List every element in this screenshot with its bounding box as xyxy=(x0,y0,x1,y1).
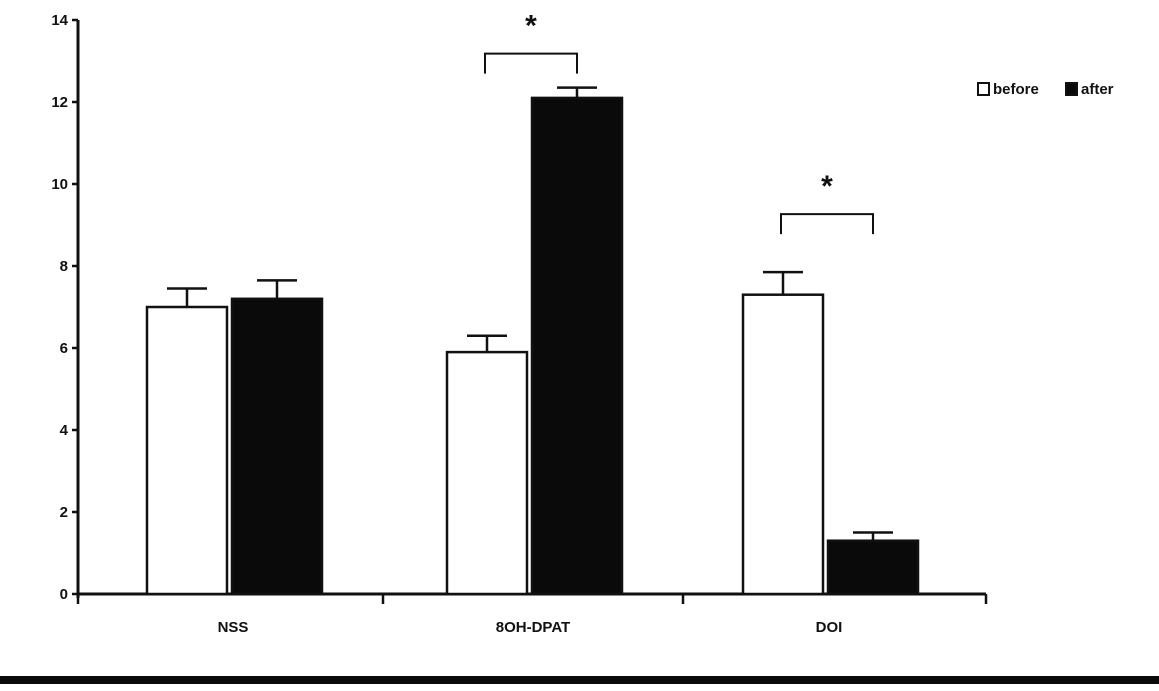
bar-before xyxy=(145,305,229,596)
y-tick-label: 8 xyxy=(60,258,68,275)
bottom-rule xyxy=(0,676,1159,684)
significance-markers: ** xyxy=(484,10,874,235)
category-label: DOI xyxy=(816,619,843,636)
legend-swatch-after xyxy=(1065,82,1078,96)
y-tick-label: 4 xyxy=(60,422,69,439)
x-axis: NSS 8OH-DPAT DOI xyxy=(76,592,988,636)
bars xyxy=(145,96,920,596)
significance-bracket xyxy=(484,52,578,74)
bar-after xyxy=(230,297,324,596)
y-tick-label: 10 xyxy=(51,176,68,193)
y-axis: 0 2 4 6 8 10 12 14 xyxy=(51,12,80,603)
legend-swatch-before xyxy=(977,82,990,96)
bar-after xyxy=(826,539,920,596)
legend-label-before: before xyxy=(993,81,1039,98)
legend-label-after: after xyxy=(1081,81,1114,98)
bar-before xyxy=(741,293,825,596)
error-bars xyxy=(167,86,893,541)
y-tick-label: 12 xyxy=(51,94,68,111)
bar-after xyxy=(530,96,624,596)
legend: before after xyxy=(977,81,1114,98)
significance-star: * xyxy=(821,170,833,203)
significance-star: * xyxy=(525,10,537,43)
y-tick-label: 2 xyxy=(60,504,68,521)
y-tick-label: 14 xyxy=(51,12,68,29)
y-tick-label: 6 xyxy=(60,340,68,357)
y-tick-label: 0 xyxy=(60,586,68,603)
bar-before xyxy=(445,350,529,596)
category-label: 8OH-DPAT xyxy=(496,619,570,636)
category-label: NSS xyxy=(218,619,249,636)
significance-bracket xyxy=(780,213,874,235)
